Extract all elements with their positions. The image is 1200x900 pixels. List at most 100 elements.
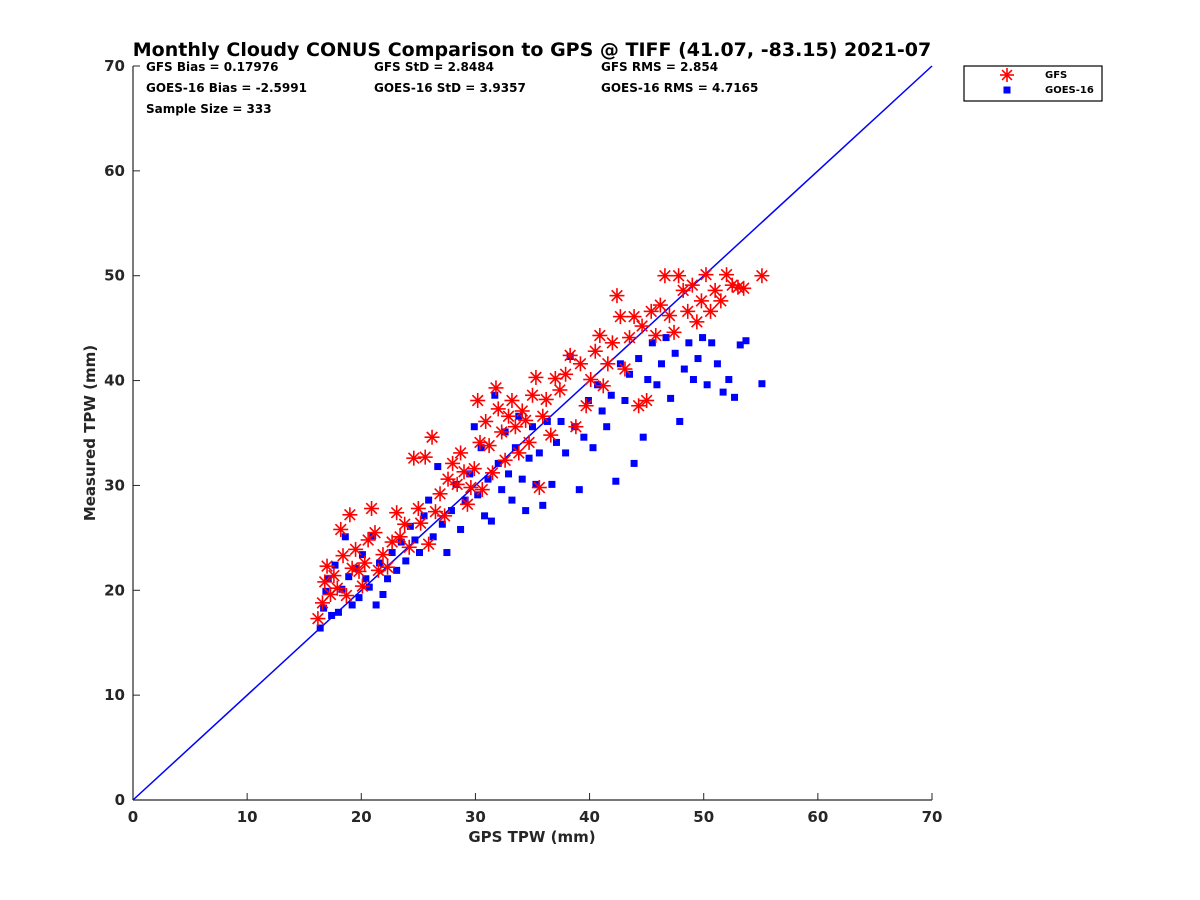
gfs-point [342, 507, 358, 523]
goes-16-point [494, 459, 502, 467]
stats-panel: GFS Bias = 0.17976 GFS StD = 2.8484 GFS … [146, 60, 758, 116]
gfs-point [319, 558, 335, 574]
goes-16-point [331, 561, 339, 569]
gfs-point [401, 539, 417, 555]
legend-marker-gfs [1000, 68, 1014, 82]
stat-sample-size: Sample Size = 333 [146, 102, 272, 116]
legend-goes-16-symbol [1003, 86, 1011, 94]
gfs-point [453, 445, 469, 461]
x-tick-label: 60 [807, 808, 828, 826]
goes-16-point [508, 496, 516, 504]
goes-16-point [535, 449, 543, 457]
gfs-point [367, 525, 383, 541]
y-tick-label: 70 [104, 57, 125, 75]
gfs-point [389, 505, 405, 521]
gfs-point [587, 343, 603, 359]
goes-16-point [713, 360, 721, 368]
gfs-point [380, 559, 396, 575]
gfs-point [671, 268, 687, 284]
goes-16-point [447, 507, 455, 515]
stat-gfs-bias: GFS Bias = 0.17976 [146, 60, 278, 74]
goes-16-point [429, 533, 437, 541]
x-tick-label: 50 [693, 808, 714, 826]
gfs-point [583, 372, 599, 388]
goes-16-point [402, 557, 410, 565]
gfs-point [335, 548, 351, 564]
goes-16-point [653, 381, 661, 389]
goes-16-point [758, 380, 766, 388]
gfs-point [643, 303, 659, 319]
y-tick-label: 40 [104, 372, 125, 390]
goes-16-point [411, 536, 419, 544]
x-tick-label: 0 [128, 808, 138, 826]
gfs-point [538, 391, 554, 407]
gfs-point [445, 455, 461, 471]
gfs-point [485, 465, 501, 481]
gfs-point [675, 282, 691, 298]
gfs-point [713, 293, 729, 309]
gfs-point [698, 267, 714, 283]
goes-16-point [322, 587, 330, 595]
gfs-point [432, 486, 448, 502]
legend-marker-goes-16 [1003, 86, 1011, 94]
gfs-point [317, 574, 333, 590]
gfs-point [348, 541, 364, 557]
x-tick-label: 20 [351, 808, 372, 826]
gfs-point [511, 445, 527, 461]
goes-16-point [477, 444, 485, 452]
gfs-point [474, 482, 490, 498]
stat-goes-bias: GOES-16 Bias = -2.5991 [146, 81, 307, 95]
gfs-point [639, 392, 655, 408]
gfs-point [417, 449, 433, 465]
gfs-point [490, 401, 506, 417]
gfs-point [357, 555, 373, 571]
legend-gfs-symbol [1000, 68, 1014, 82]
gfs-point [531, 480, 547, 496]
gfs-point [604, 335, 620, 351]
gfs-point [504, 392, 520, 408]
goes-16-point [365, 583, 373, 591]
goes-16-point [584, 396, 592, 404]
goes-16-point [355, 594, 363, 602]
goes-16-point [662, 334, 670, 342]
goes-16-point [518, 475, 526, 483]
gfs-point [470, 392, 486, 408]
gfs-point [666, 324, 682, 340]
gfs-point [384, 534, 400, 550]
goes-16-point [630, 459, 638, 467]
gfs-point [456, 464, 472, 480]
goes-16-point [487, 517, 495, 525]
y-tick-label: 30 [104, 476, 125, 494]
gfs-point [631, 398, 647, 414]
goes-16-point [522, 507, 530, 515]
goes-16-point [644, 376, 652, 384]
goes-16-point [515, 412, 523, 420]
goes-16-point [680, 365, 688, 373]
goes-16-point [621, 396, 629, 404]
goes-16-point [539, 501, 547, 509]
gfs-point [507, 419, 523, 435]
y-axis-label: Measured TPW (mm) [81, 345, 99, 521]
gfs-point [310, 611, 326, 627]
gfs-point [754, 268, 770, 284]
gfs-point [424, 429, 440, 445]
goes-16-point [443, 549, 451, 557]
goes-16-point [316, 624, 324, 632]
gfs-point [652, 297, 668, 313]
legend-box [963, 65, 1103, 102]
goes-16-point [338, 585, 346, 593]
stat-goes-rms: GOES-16 RMS = 4.7165 [601, 81, 758, 95]
goes-16-point [334, 608, 342, 616]
goes-16-point [557, 417, 565, 425]
gfs-point [634, 318, 650, 334]
y-tick-label: 0 [115, 791, 125, 809]
goes-16-point [552, 438, 560, 446]
gfs-point [410, 500, 426, 516]
goes-16-point [511, 444, 519, 452]
goes-16-point [667, 394, 675, 402]
x-tick-label: 70 [922, 808, 943, 826]
goes-16-point [498, 486, 506, 494]
gfs-point [648, 327, 664, 343]
gfs-point [364, 500, 380, 516]
